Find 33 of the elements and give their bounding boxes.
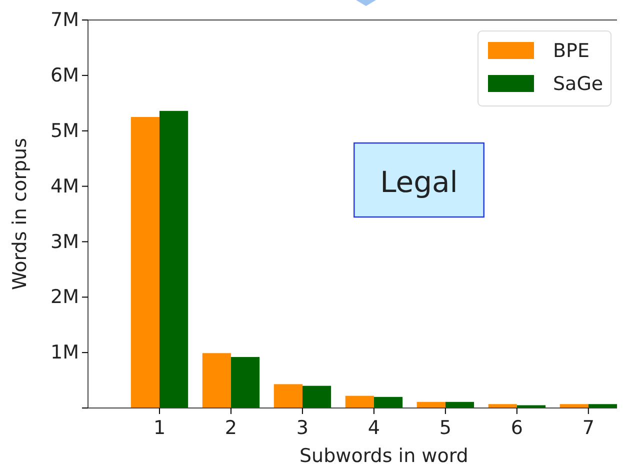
- bar: [488, 404, 517, 408]
- bar: [516, 405, 546, 408]
- x-tick-label: 5: [439, 417, 452, 440]
- bar: [445, 402, 474, 408]
- bar: [374, 396, 403, 408]
- y-tick-label: 2M: [50, 286, 79, 308]
- bar: [302, 386, 332, 408]
- bar: [345, 396, 374, 408]
- y-tick-label: 5M: [50, 120, 79, 142]
- x-tick-label: 6: [510, 417, 523, 440]
- legend-label: SaGe: [553, 73, 604, 95]
- x-axis-title: Subwords in word: [300, 445, 468, 464]
- x-tick-label: 7: [582, 417, 594, 440]
- y-tick-label: 7M: [50, 9, 79, 32]
- y-axis-title: Words in corpus: [9, 138, 31, 290]
- y-tick-label: 3M: [50, 230, 79, 253]
- bar: [230, 357, 260, 408]
- bar: [588, 404, 617, 408]
- y-tick-label: 6M: [50, 64, 79, 87]
- x-tick-label: 4: [368, 417, 380, 440]
- x-tick-label: 3: [296, 417, 309, 440]
- annotation: Legal: [380, 165, 458, 199]
- y-tick-label: 1M: [50, 342, 79, 364]
- bar: [202, 353, 231, 408]
- legend-label: BPE: [553, 40, 590, 62]
- bar: [130, 117, 160, 408]
- y-tick-label: 4M: [50, 175, 79, 198]
- x-tick-label: 2: [224, 417, 238, 440]
- x-tick-label: 1: [153, 417, 166, 440]
- bar: [274, 384, 302, 408]
- bar: [560, 404, 588, 408]
- bar: [416, 402, 446, 408]
- bar: [159, 110, 188, 408]
